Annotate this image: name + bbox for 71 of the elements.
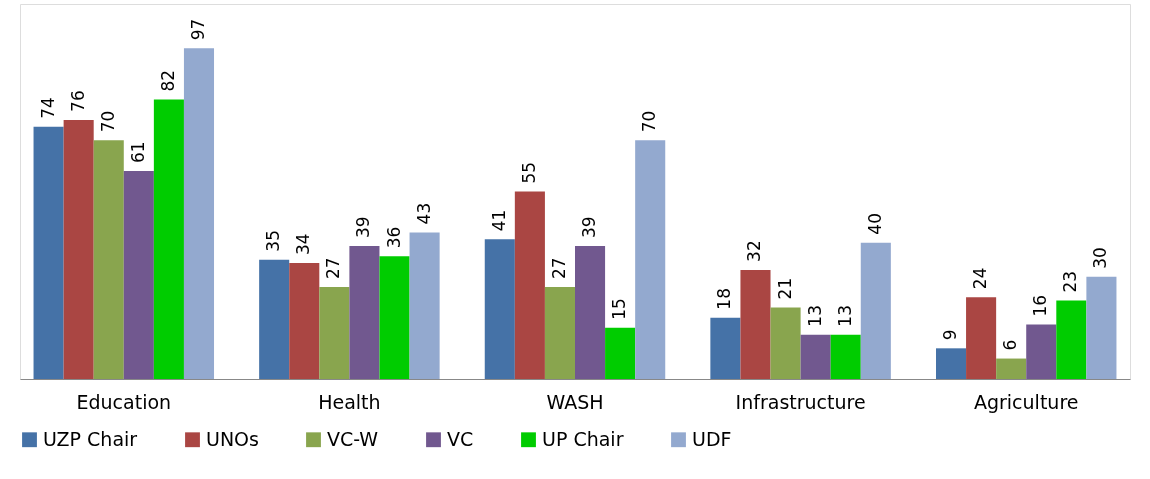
x-tick-label: Health: [318, 390, 381, 413]
bar: [996, 358, 1027, 379]
data-label: 61: [127, 141, 148, 164]
data-label: 55: [518, 161, 539, 184]
data-label: 30: [1090, 247, 1111, 269]
data-label: 34: [293, 233, 314, 256]
data-label: 13: [804, 305, 825, 327]
legend-label: VC-W: [327, 427, 379, 450]
data-label: 6: [1000, 339, 1021, 351]
bar: [123, 171, 154, 379]
data-label: 39: [353, 216, 374, 239]
bar: [183, 48, 215, 379]
bar: [484, 239, 515, 379]
x-tick-label: Infrastructure: [735, 390, 866, 413]
x-tick-label: Education: [76, 390, 172, 413]
data-label: 27: [548, 257, 569, 279]
bar: [1026, 324, 1057, 379]
data-label: 74: [37, 97, 58, 119]
legend-label: UDF: [692, 427, 732, 450]
bar: [935, 348, 967, 379]
data-label: 9: [940, 329, 961, 341]
bar: [966, 297, 997, 379]
data-label: 43: [413, 202, 434, 225]
data-label: 70: [97, 110, 118, 133]
data-label: 15: [609, 298, 630, 320]
legend-label: UP Chair: [542, 427, 624, 450]
data-label: 24: [970, 267, 991, 290]
data-label: 82: [157, 69, 178, 92]
bar: [544, 286, 575, 379]
data-label: 39: [579, 216, 600, 239]
bar: [259, 259, 290, 379]
bar: [349, 246, 380, 379]
bar: [153, 99, 184, 379]
bar: [319, 286, 350, 379]
data-label: 70: [639, 110, 660, 133]
bar: [514, 191, 545, 379]
bar: [830, 334, 861, 379]
bar: [409, 232, 440, 379]
data-label: 23: [1060, 270, 1081, 293]
data-label: 32: [744, 240, 765, 262]
bar: [635, 140, 666, 379]
bar: [800, 334, 831, 379]
bar: [605, 327, 636, 379]
data-label: 40: [864, 213, 885, 235]
bar: [1056, 300, 1087, 379]
legend-label: VC: [447, 427, 474, 450]
data-label: 18: [714, 288, 735, 310]
bar: [93, 140, 124, 379]
data-label: 35: [263, 230, 284, 252]
bar: [1086, 276, 1117, 379]
bar: [710, 317, 741, 379]
data-label: 21: [774, 277, 795, 300]
bar: [575, 246, 606, 379]
bar: [63, 119, 94, 379]
data-label: 36: [383, 226, 404, 249]
x-tick-label: Agriculture: [973, 390, 1079, 413]
bar: [860, 242, 891, 379]
legend-label: UZP Chair: [43, 427, 138, 450]
bar: [33, 126, 64, 379]
x-tick-label: WASH: [546, 390, 604, 413]
data-label: 13: [834, 305, 855, 327]
data-label: 41: [488, 209, 509, 232]
bar: [770, 307, 801, 379]
data-label: 16: [1030, 294, 1051, 317]
bar: [379, 256, 410, 379]
data-label: 97: [187, 18, 208, 41]
bar: [740, 269, 771, 379]
data-label: 76: [67, 90, 88, 112]
legend-label: UNOs: [206, 427, 259, 450]
bar: [289, 263, 320, 379]
data-label: 27: [323, 257, 344, 279]
